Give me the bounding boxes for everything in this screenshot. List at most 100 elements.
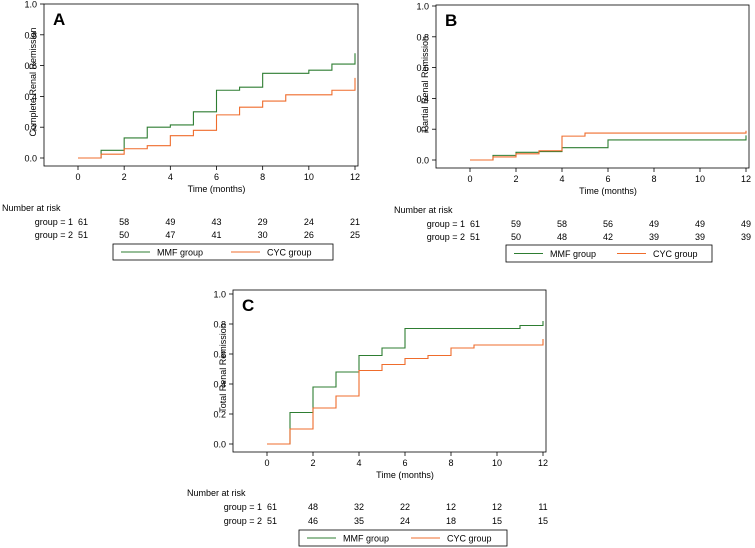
x-tick-label: 6: [402, 458, 407, 468]
legend-box: [112, 243, 334, 261]
risk-count: 50: [511, 232, 521, 242]
risk-count: 50: [119, 230, 129, 240]
x-tick-label: 8: [260, 172, 265, 182]
risk-count: 42: [603, 232, 613, 242]
y-tick-label: 0.0: [24, 154, 37, 164]
y-tick-label: 0.6: [213, 350, 226, 360]
series-line-cyc: [267, 339, 544, 445]
series-line-cyc: [78, 77, 356, 159]
risk-count: 15: [492, 516, 502, 526]
x-tick-label: 0: [467, 174, 472, 184]
legend-label: MMF group: [157, 248, 203, 258]
risk-table-title: Number at risk: [394, 205, 453, 215]
risk-row-label: group = 1: [35, 217, 73, 227]
x-tick-label: 10: [304, 172, 314, 182]
risk-count: 48: [557, 232, 567, 242]
risk-count: 39: [695, 232, 705, 242]
y-axis-label: Complete Renal Remission: [28, 27, 38, 136]
chart-panel-a: A 0.0 0.2 0.4 0.6 0.8 1.0 Complete Renal Remiss…: [2, 0, 360, 261]
x-tick-label: 10: [492, 458, 502, 468]
series-line-mmf: [78, 53, 356, 159]
risk-count: 21: [350, 217, 360, 227]
risk-count: 59: [511, 219, 521, 229]
y-axis-label: Partial Renal Remission: [420, 36, 430, 132]
series-line-cyc: [470, 130, 747, 161]
plot-frame: [43, 3, 359, 167]
legend: MMF group CYC group: [112, 243, 334, 261]
x-tick-label: 6: [214, 172, 219, 182]
y-tick-label: 1.0: [416, 2, 429, 12]
x-tick-label: 8: [651, 174, 656, 184]
y-tick-label: 0.6: [24, 61, 37, 71]
risk-count: 30: [258, 230, 268, 240]
y-tick-label: 0.8: [24, 30, 37, 40]
risk-row-label: group = 2: [427, 232, 465, 242]
risk-count: 61: [78, 217, 88, 227]
x-axis-label: Time (months): [188, 184, 246, 194]
legend: MMF group CYC group: [505, 244, 713, 263]
y-tick-label: 0.2: [416, 125, 429, 135]
risk-count: 49: [649, 219, 659, 229]
risk-count: 56: [603, 219, 613, 229]
risk-count: 49: [741, 219, 751, 229]
risk-count: 12: [446, 502, 456, 512]
risk-count: 32: [354, 502, 364, 512]
risk-count: 29: [258, 217, 268, 227]
x-axis-label: Time (months): [579, 186, 637, 196]
risk-count: 47: [165, 230, 175, 240]
x-tick-label: 6: [605, 174, 610, 184]
legend-label: CYC group: [653, 249, 698, 259]
x-tick-label: 0: [75, 172, 80, 182]
y-tick-label: 0.8: [416, 32, 429, 42]
risk-count: 51: [267, 516, 277, 526]
y-tick-label: 0.2: [213, 410, 226, 420]
y-tick-label: 0.8: [213, 320, 226, 330]
plot-frame: [435, 4, 750, 169]
chart-panel-c: C 0.0 0.2 0.4 0.6 0.8 1.0 Total Renal Remission…: [187, 290, 548, 547]
risk-count: 61: [470, 219, 480, 229]
legend-label: CYC group: [267, 248, 312, 258]
y-tick-label: 1.0: [24, 0, 37, 10]
risk-count: 12: [492, 502, 502, 512]
risk-count: 24: [400, 516, 410, 526]
y-tick-label: 0.0: [416, 156, 429, 166]
risk-count: 43: [211, 217, 221, 227]
x-tick-label: 12: [538, 458, 548, 468]
risk-count: 11: [538, 502, 547, 512]
risk-count: 15: [538, 516, 548, 526]
y-tick-label: 1.0: [213, 290, 226, 300]
plot-frame: [232, 289, 547, 453]
risk-count: 51: [78, 230, 88, 240]
y-tick-label: 0.4: [213, 380, 226, 390]
x-tick-label: 4: [559, 174, 564, 184]
legend-label: MMF group: [550, 249, 596, 259]
panel-label: A: [53, 10, 65, 29]
risk-table-title: Number at risk: [2, 203, 61, 213]
risk-count: 48: [308, 502, 318, 512]
chart-panel-b: B 0.0 0.2 0.4 0.6 0.8 1.0 Partial Renal Remissi…: [394, 2, 751, 263]
risk-count: 46: [308, 516, 318, 526]
risk-count: 58: [119, 217, 129, 227]
x-tick-label: 0: [264, 458, 269, 468]
risk-count: 49: [165, 217, 175, 227]
panel-label: C: [242, 296, 254, 315]
x-tick-label: 2: [122, 172, 127, 182]
risk-row-label: group = 1: [427, 219, 465, 229]
x-tick-label: 12: [741, 174, 751, 184]
y-tick-label: 0.6: [416, 63, 429, 73]
risk-row-label: group = 2: [224, 516, 262, 526]
risk-count: 24: [304, 217, 314, 227]
risk-count: 22: [400, 502, 410, 512]
risk-count: 49: [695, 219, 705, 229]
x-tick-label: 12: [350, 172, 360, 182]
risk-table-title: Number at risk: [187, 488, 246, 498]
y-axis-label: Total Renal Remission: [218, 323, 228, 413]
series-line-mmf: [470, 135, 747, 161]
x-axis-label: Time (months): [376, 470, 434, 480]
risk-count: 25: [350, 230, 360, 240]
x-tick-label: 2: [513, 174, 518, 184]
risk-count: 35: [354, 516, 364, 526]
risk-count: 39: [741, 232, 751, 242]
risk-row-label: group = 1: [224, 502, 262, 512]
